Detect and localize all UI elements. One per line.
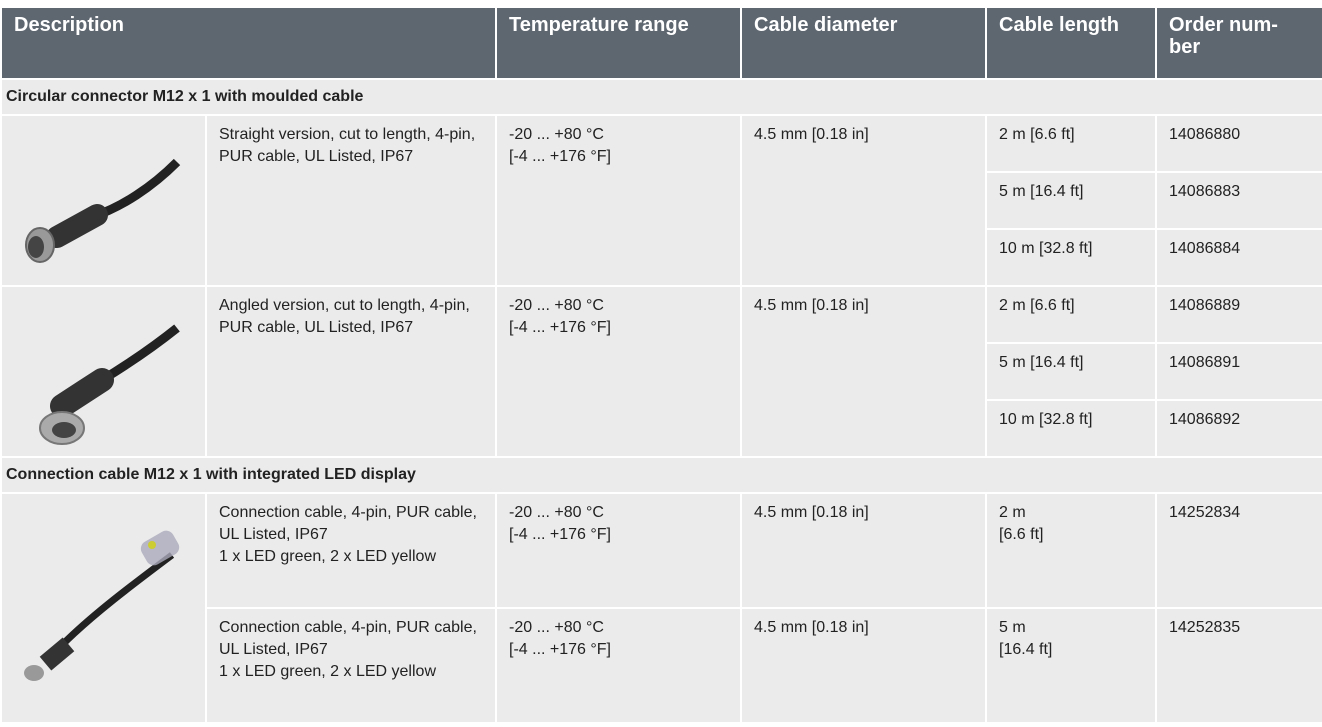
description: Straight version, cut to length, 4-pin, … bbox=[205, 114, 497, 287]
order-number: 14086889 bbox=[1155, 285, 1322, 344]
product-row: 10 m [32.8 ft] 14086884 bbox=[1, 228, 1322, 287]
section-title: Circular connector M12 x 1 with moulded … bbox=[0, 78, 1322, 116]
temperature: -20 ... +80 °C [-4 ... +176 °F] bbox=[495, 285, 742, 458]
diameter: 4.5 mm [0.18 in] bbox=[740, 492, 987, 609]
section-row: Connection cable M12 x 1 with integrated… bbox=[0, 456, 1322, 494]
order-number: 14086884 bbox=[1155, 228, 1322, 287]
order-number: 14252835 bbox=[1155, 607, 1322, 724]
header-cell: Description bbox=[0, 6, 497, 80]
cable-length: 5 m [16.4 ft] bbox=[985, 607, 1157, 724]
order-number: 14086880 bbox=[1155, 114, 1322, 173]
diameter: 4.5 mm [0.18 in] bbox=[740, 607, 987, 724]
cable-length: 10 m [32.8 ft] bbox=[985, 399, 1157, 458]
product-row: Angled version, cut to length, 4-pin, PU… bbox=[0, 285, 1322, 458]
product-row: Connection cable, 4-pin, PUR cable, UL L… bbox=[1, 607, 1322, 724]
header-cell: Order num- ber bbox=[1155, 6, 1322, 80]
description: Connection cable, 4-pin, PUR cable, UL L… bbox=[205, 607, 497, 724]
product-table: Description Temperature range Cable diam… bbox=[0, 6, 1322, 724]
cable-length: 5 m [16.4 ft] bbox=[985, 171, 1157, 230]
order-number: 14086892 bbox=[1155, 399, 1322, 458]
cable-length: 5 m [16.4 ft] bbox=[985, 342, 1157, 401]
temperature: -20 ... +80 °C [-4 ... +176 °F] bbox=[495, 492, 742, 609]
cable-length: 2 m [6.6 ft] bbox=[985, 114, 1157, 173]
header-cell: Cable length bbox=[985, 6, 1157, 80]
cable-length: 2 m [6.6 ft] bbox=[985, 492, 1157, 609]
order-number: 14086891 bbox=[1155, 342, 1322, 401]
cable-length: 10 m [32.8 ft] bbox=[985, 228, 1157, 287]
product-image bbox=[0, 492, 207, 724]
product-row: 5 m [16.4 ft] 14086891 bbox=[1, 342, 1322, 401]
diameter: 4.5 mm [0.18 in] bbox=[740, 285, 987, 458]
product-row: 10 m [32.8 ft] 14086892 bbox=[1, 399, 1322, 458]
header-row: Description Temperature range Cable diam… bbox=[0, 6, 1322, 80]
product-image bbox=[0, 285, 207, 458]
product-image bbox=[0, 114, 207, 287]
header-cell: Cable diameter bbox=[740, 6, 987, 80]
description: Connection cable, 4-pin, PUR cable, UL L… bbox=[205, 492, 497, 609]
temperature: -20 ... +80 °C [-4 ... +176 °F] bbox=[495, 114, 742, 287]
temperature: -20 ... +80 °C [-4 ... +176 °F] bbox=[495, 607, 742, 724]
order-number: 14252834 bbox=[1155, 492, 1322, 609]
cable-length: 2 m [6.6 ft] bbox=[985, 285, 1157, 344]
header-cell: Temperature range bbox=[495, 6, 742, 80]
diameter: 4.5 mm [0.18 in] bbox=[740, 114, 987, 287]
order-number: 14086883 bbox=[1155, 171, 1322, 230]
product-row: 5 m [16.4 ft] 14086883 bbox=[1, 171, 1322, 230]
product-row: Connection cable, 4-pin, PUR cable, UL L… bbox=[0, 492, 1322, 724]
section-row: Circular connector M12 x 1 with moulded … bbox=[0, 78, 1322, 116]
description: Angled version, cut to length, 4-pin, PU… bbox=[205, 285, 497, 458]
product-row: Straight version, cut to length, 4-pin, … bbox=[0, 114, 1322, 287]
section-title: Connection cable M12 x 1 with integrated… bbox=[0, 456, 1322, 494]
